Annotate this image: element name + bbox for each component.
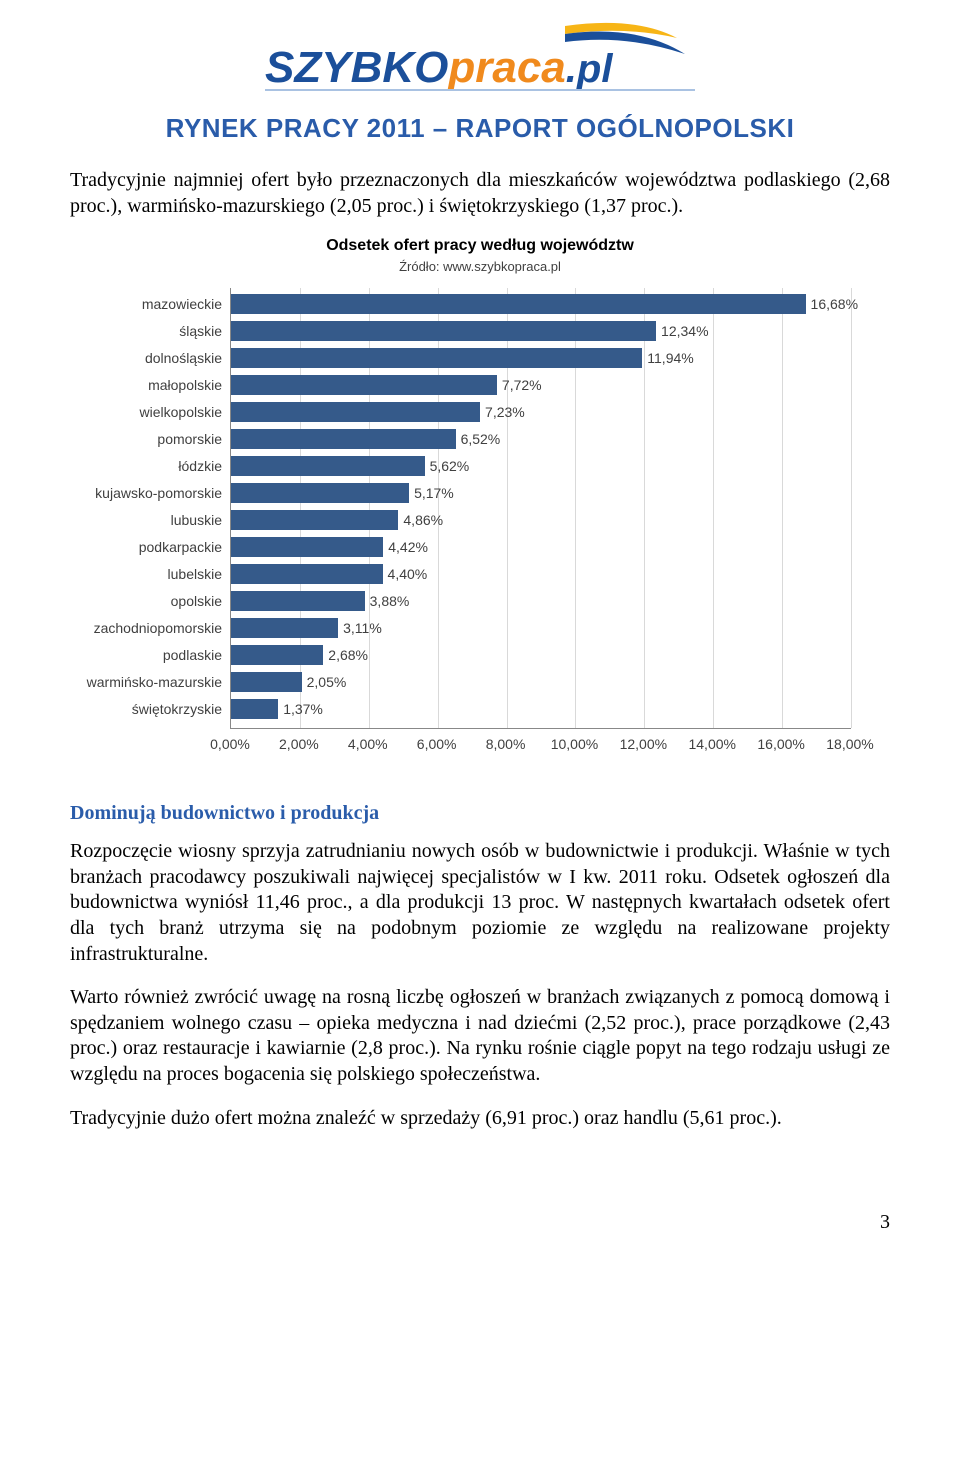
chart-ylabel: mazowieckie [70,294,222,314]
chart-bar [231,294,806,314]
chart-value-label: 3,88% [370,593,410,609]
chart-value-label: 12,34% [661,323,708,339]
chart-xtick: 0,00% [210,736,250,752]
chart-xtick: 12,00% [620,736,667,752]
chart-bar [231,564,383,584]
chart-bar [231,672,302,692]
chart-ylabel: wielkopolskie [70,402,222,422]
section-heading: Dominują budownictwo i produkcja [70,802,890,825]
chart-bar [231,375,497,395]
body-paragraph-3: Tradycyjnie dużo ofert można znaleźć w s… [70,1106,890,1132]
chart-xtick: 14,00% [688,736,735,752]
chart-bar [231,537,383,557]
logo-container: SZYBKOpraca.pl [70,20,890,105]
chart-bar [231,510,398,530]
chart-bar [231,618,338,638]
chart-ylabel: zachodniopomorskie [70,618,222,638]
report-title: RYNEK PRACY 2011 – RAPORT OGÓLNOPOLSKI [70,113,890,144]
chart-ylabel: łódzkie [70,456,222,476]
chart-ylabel: dolnośląskie [70,348,222,368]
chart-bar [231,456,425,476]
chart-value-label: 6,52% [461,431,501,447]
chart-value-label: 2,05% [307,674,347,690]
chart-value-label: 7,23% [485,404,525,420]
chart-bar [231,402,480,422]
chart-ylabel: podkarpackie [70,537,222,557]
chart-xtick: 8,00% [486,736,526,752]
chart-ylabel: małopolskie [70,375,222,395]
page-number: 3 [70,1211,890,1234]
chart-value-label: 1,37% [283,701,323,717]
logo-svg: SZYBKOpraca.pl [265,20,695,100]
chart-plot [230,288,851,729]
chart-xtick: 6,00% [417,736,457,752]
chart-bar [231,645,323,665]
chart-bar [231,591,365,611]
chart-value-label: 3,11% [343,620,382,636]
chart-gridline [713,288,714,728]
chart-plot-area: 0,00% 2,00% 4,00% 6,00% 8,00% 10,00% 12,00% 14,… [70,288,890,778]
chart-value-label: 11,94% [647,350,693,366]
chart-title: Odsetek ofert pracy według województw [70,237,890,255]
chart-xtick: 10,00% [551,736,598,752]
chart-ylabel: pomorskie [70,429,222,449]
chart-ylabel: śląskie [70,321,222,341]
chart-xtick: 2,00% [279,736,319,752]
chart-xtick: 4,00% [348,736,388,752]
chart-ylabel: opolskie [70,591,222,611]
chart-bar [231,348,642,368]
chart-gridline [644,288,645,728]
chart-ylabel: lubelskie [70,564,222,584]
chart-value-label: 5,62% [430,458,470,474]
chart-ylabel: kujawsko-pomorskie [70,483,222,503]
site-logo: SZYBKOpraca.pl [265,20,695,105]
chart-ylabel: świętokrzyskie [70,699,222,719]
chart-bar [231,429,456,449]
chart-gridline [851,288,852,728]
chart-gridline [782,288,783,728]
chart-ylabel: podlaskie [70,645,222,665]
chart-value-label: 7,72% [502,377,542,393]
body-paragraph-2: Warto również zwrócić uwagę na rosną lic… [70,985,890,1087]
chart-value-label: 4,42% [388,539,428,555]
chart-value-label: 2,68% [328,647,368,663]
document-page: SZYBKOpraca.pl RYNEK PRACY 2011 – RAPORT… [0,0,960,1274]
chart-subtitle: Źródło: www.szybkopraca.pl [70,259,890,274]
chart-value-label: 4,86% [403,512,443,528]
chart-value-label: 4,40% [388,566,428,582]
chart-ylabel: warmińsko-mazurskie [70,672,222,692]
logo-word1: SZYBKOpraca.pl [265,43,613,92]
chart-bar [231,483,409,503]
chart-bar [231,699,278,719]
chart-xtick: 18,00% [826,736,873,752]
chart-container: Odsetek ofert pracy według województw Źr… [70,237,890,778]
intro-paragraph: Tradycyjnie najmniej ofert było przeznac… [70,168,890,219]
chart-ylabel: lubuskie [70,510,222,530]
chart-xtick: 16,00% [757,736,804,752]
chart-value-label: 5,17% [414,485,454,501]
chart-value-label: 16,68% [811,296,858,312]
chart-bar [231,321,656,341]
body-paragraph-1: Rozpoczęcie wiosny sprzyja zatrudnianiu … [70,839,890,967]
